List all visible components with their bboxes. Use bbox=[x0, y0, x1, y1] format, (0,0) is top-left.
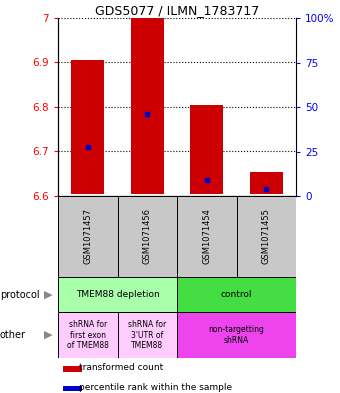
Bar bbox=[58, 312, 118, 358]
Text: ▶: ▶ bbox=[44, 290, 52, 299]
Text: shRNA for
3'UTR of
TMEM88: shRNA for 3'UTR of TMEM88 bbox=[128, 320, 166, 350]
Text: control: control bbox=[221, 290, 252, 299]
Text: ▶: ▶ bbox=[44, 330, 52, 340]
Text: GSM1071457: GSM1071457 bbox=[83, 209, 92, 264]
Bar bbox=[118, 196, 177, 277]
Bar bbox=[58, 196, 118, 277]
Text: shRNA for
first exon
of TMEM88: shRNA for first exon of TMEM88 bbox=[67, 320, 109, 350]
Text: other: other bbox=[0, 330, 26, 340]
Bar bbox=[177, 277, 296, 312]
Bar bbox=[71, 60, 104, 194]
Bar bbox=[250, 171, 283, 194]
Bar bbox=[177, 312, 296, 358]
Bar bbox=[131, 18, 164, 194]
Bar bbox=[58, 277, 177, 312]
Text: GSM1071456: GSM1071456 bbox=[143, 209, 152, 264]
Title: GDS5077 / ILMN_1783717: GDS5077 / ILMN_1783717 bbox=[95, 4, 259, 17]
Text: TMEM88 depletion: TMEM88 depletion bbox=[75, 290, 159, 299]
Text: GSM1071455: GSM1071455 bbox=[262, 209, 271, 264]
Text: GSM1071454: GSM1071454 bbox=[202, 209, 211, 264]
Bar bbox=[63, 366, 82, 372]
Bar bbox=[190, 105, 223, 194]
Bar bbox=[63, 386, 82, 391]
Text: transformed count: transformed count bbox=[80, 363, 164, 372]
Text: protocol: protocol bbox=[0, 290, 40, 299]
Text: non-targetting
shRNA: non-targetting shRNA bbox=[208, 325, 265, 345]
Bar bbox=[177, 196, 237, 277]
Bar bbox=[118, 312, 177, 358]
Text: percentile rank within the sample: percentile rank within the sample bbox=[80, 382, 233, 391]
Bar bbox=[237, 196, 296, 277]
